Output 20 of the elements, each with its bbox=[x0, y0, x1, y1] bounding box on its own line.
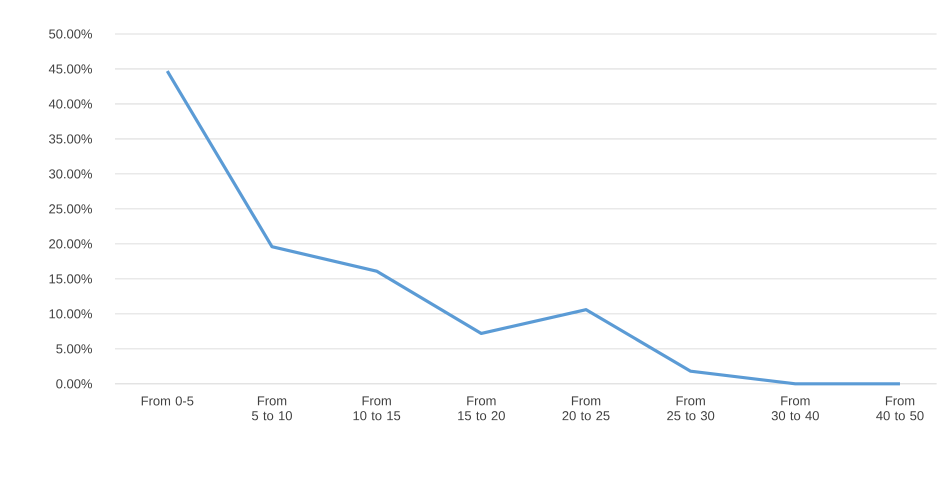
x-tick-label: From 40 to 50 bbox=[876, 396, 924, 420]
y-tick-label: 45.00% bbox=[48, 64, 92, 74]
line-series bbox=[166, 70, 902, 386]
y-tick-label: 30.00% bbox=[49, 169, 92, 179]
y-tick-label: 35.00% bbox=[49, 134, 92, 144]
x-tick-label: From 5 to 10 bbox=[252, 396, 292, 420]
x-tick-label: From 10 to 15 bbox=[354, 396, 400, 420]
y-tick-label: 40.00% bbox=[48, 99, 92, 109]
y-tick-label: 0.00% bbox=[56, 379, 92, 389]
y-tick-label: 5.00% bbox=[56, 344, 92, 354]
y-tick-label: 15.00% bbox=[50, 274, 92, 284]
y-tick-label: 25.00% bbox=[49, 204, 92, 214]
x-tick-label: From 15 to 20 bbox=[458, 396, 505, 420]
y-tick-label: 50.00% bbox=[49, 29, 92, 39]
x-tick-label: From 30 to 40 bbox=[772, 396, 819, 420]
x-tick-label: From 0-5 bbox=[142, 396, 194, 406]
y-tick-label: 10.00% bbox=[50, 309, 92, 319]
y-tick-label: 20.00% bbox=[49, 239, 92, 249]
x-tick-label: From 25 to 30 bbox=[667, 396, 714, 420]
x-tick-label: From 20 to 25 bbox=[562, 396, 610, 420]
